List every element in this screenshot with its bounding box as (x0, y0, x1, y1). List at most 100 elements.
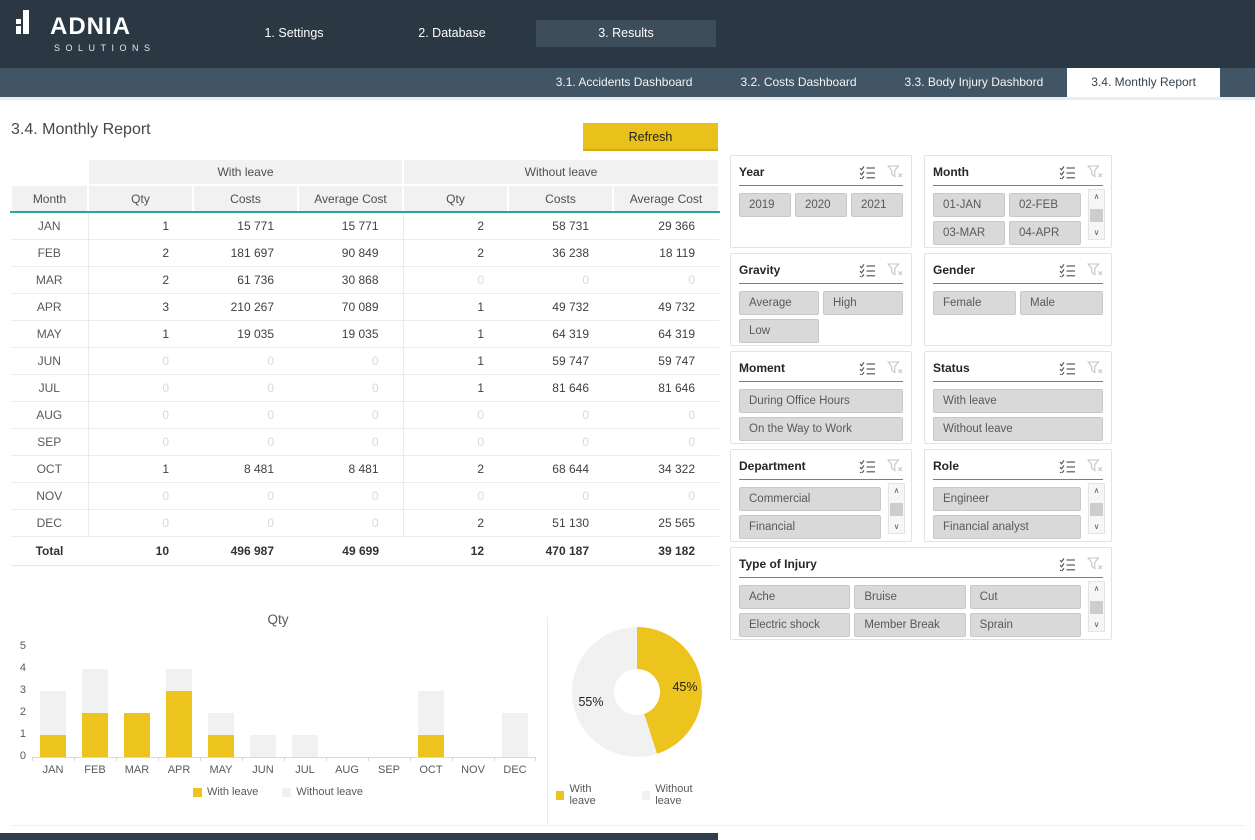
slicer-item[interactable]: 2019 (739, 193, 791, 217)
clear-filter-icon[interactable] (1087, 361, 1103, 375)
clear-filter-icon[interactable] (887, 165, 903, 179)
slicer-item[interactable]: 2020 (795, 193, 847, 217)
nav-tab-1[interactable]: 1. Settings (234, 20, 354, 47)
scroll-down-icon[interactable]: ∨ (889, 520, 904, 533)
value-cell: 51 130 (508, 509, 613, 536)
y-axis-label: 4 (8, 662, 26, 674)
slicer-scrollbar[interactable]: ∧∨ (1088, 581, 1105, 632)
slicer-item[interactable]: Average (739, 291, 819, 315)
slicer-item[interactable]: Without leave (933, 417, 1103, 441)
scroll-thumb[interactable] (1090, 601, 1103, 614)
clear-filter-icon[interactable] (887, 361, 903, 375)
scroll-down-icon[interactable]: ∨ (1089, 520, 1104, 533)
slicer-item[interactable]: Member Break (854, 613, 965, 637)
bar-chart-bars (32, 647, 536, 758)
scroll-track[interactable] (1089, 595, 1104, 618)
value-cell: 8 481 (298, 455, 403, 482)
scroll-up-icon[interactable]: ∧ (889, 484, 904, 497)
scroll-track[interactable] (889, 497, 904, 520)
table-corner-cell (11, 159, 88, 185)
scroll-thumb[interactable] (1090, 209, 1103, 222)
slicer-item[interactable]: Financial (739, 515, 881, 539)
total-wl-costs: 496 987 (193, 536, 298, 565)
subnav-tab-1[interactable]: 3.1. Accidents Dashboard (532, 68, 717, 97)
value-cell: 0 (193, 509, 298, 536)
table-row: JUN000159 74759 747 (11, 347, 719, 374)
slicer-item[interactable]: Low (739, 319, 819, 343)
legend-item: With leave (193, 786, 258, 798)
slicer-scrollbar[interactable]: ∧∨ (888, 483, 905, 534)
value-cell: 0 (88, 509, 193, 536)
donut-label-without-leave: 55% (578, 695, 603, 709)
group-header-with-leave: With leave (88, 159, 403, 185)
slicer-item[interactable]: Electric shock (739, 613, 850, 637)
donut-hole (614, 669, 660, 715)
slicer-item[interactable]: 01-JAN (933, 193, 1005, 217)
slicer-item[interactable]: 03-MAR (933, 221, 1005, 245)
slicer-item[interactable]: During Office Hours (739, 389, 903, 413)
clear-filter-icon[interactable] (887, 459, 903, 473)
bar-with-leave (40, 735, 66, 757)
bar-with-leave (166, 691, 192, 757)
slicer-item[interactable]: Sprain (970, 613, 1081, 637)
multiselect-icon[interactable] (859, 263, 876, 277)
slicer-item[interactable]: Cut (970, 585, 1081, 609)
multiselect-icon[interactable] (1059, 557, 1076, 571)
value-cell: 2 (403, 239, 508, 266)
value-cell: 0 (613, 266, 719, 293)
bar-without-leave (292, 735, 318, 757)
subnav-tab-2[interactable]: 3.2. Costs Dashboard (716, 68, 880, 97)
multiselect-icon[interactable] (1059, 361, 1076, 375)
slicer-item[interactable]: Engineer (933, 487, 1081, 511)
slicer-item[interactable]: With leave (933, 389, 1103, 413)
nav-tab-3[interactable]: 3. Results (536, 20, 716, 47)
scroll-track[interactable] (1089, 497, 1104, 520)
slicer-title: Status (933, 361, 1059, 375)
clear-filter-icon[interactable] (1087, 459, 1103, 473)
scroll-up-icon[interactable]: ∧ (1089, 484, 1104, 497)
slicer-item[interactable]: High (823, 291, 903, 315)
slicer-item[interactable]: Male (1020, 291, 1103, 315)
charts-bottom-divider (10, 825, 1245, 826)
multiselect-icon[interactable] (1059, 459, 1076, 473)
multiselect-icon[interactable] (859, 361, 876, 375)
slicer-scrollbar[interactable]: ∧∨ (1088, 189, 1105, 240)
value-cell: 81 646 (613, 374, 719, 401)
subnav-tab-3[interactable]: 3.3. Body Injury Dashbord (881, 68, 1068, 97)
slicer-item[interactable]: 04-APR (1009, 221, 1081, 245)
scroll-thumb[interactable] (1090, 503, 1103, 516)
slicer-item[interactable]: Commercial (739, 487, 881, 511)
clear-filter-icon[interactable] (887, 263, 903, 277)
multiselect-icon[interactable] (1059, 165, 1076, 179)
slicer-item[interactable]: 2021 (851, 193, 903, 217)
nav-tab-2[interactable]: 2. Database (392, 20, 512, 47)
slicer-title: Role (933, 459, 1059, 473)
scroll-down-icon[interactable]: ∨ (1089, 618, 1104, 631)
scroll-thumb[interactable] (890, 503, 903, 516)
clear-filter-icon[interactable] (1087, 165, 1103, 179)
slicer-item[interactable]: Ache (739, 585, 850, 609)
legend-item: With leave (556, 783, 618, 807)
multiselect-icon[interactable] (859, 459, 876, 473)
slicer-title: Gravity (739, 263, 859, 277)
scroll-down-icon[interactable]: ∨ (1089, 226, 1104, 239)
slicer-scrollbar[interactable]: ∧∨ (1088, 483, 1105, 534)
subnav-tab-4[interactable]: 3.4. Monthly Report (1067, 68, 1220, 97)
slicer-item[interactable]: On the Way to Work (739, 417, 903, 441)
value-cell: 0 (193, 401, 298, 428)
slicer-item[interactable]: 02-FEB (1009, 193, 1081, 217)
slicer-item[interactable]: Bruise (854, 585, 965, 609)
clear-filter-icon[interactable] (1087, 263, 1103, 277)
legend-marker (193, 788, 202, 797)
multiselect-icon[interactable] (1059, 263, 1076, 277)
clear-filter-icon[interactable] (1087, 557, 1103, 571)
scroll-up-icon[interactable]: ∧ (1089, 582, 1104, 595)
refresh-button[interactable]: Refresh (583, 123, 718, 151)
slicer-item[interactable]: Financial analyst (933, 515, 1081, 539)
slicer-item[interactable]: Female (933, 291, 1016, 315)
scroll-track[interactable] (1089, 203, 1104, 226)
col-header-wol-qty: Qty (403, 185, 508, 212)
multiselect-icon[interactable] (859, 165, 876, 179)
scroll-up-icon[interactable]: ∧ (1089, 190, 1104, 203)
bar-without-leave (82, 669, 108, 713)
